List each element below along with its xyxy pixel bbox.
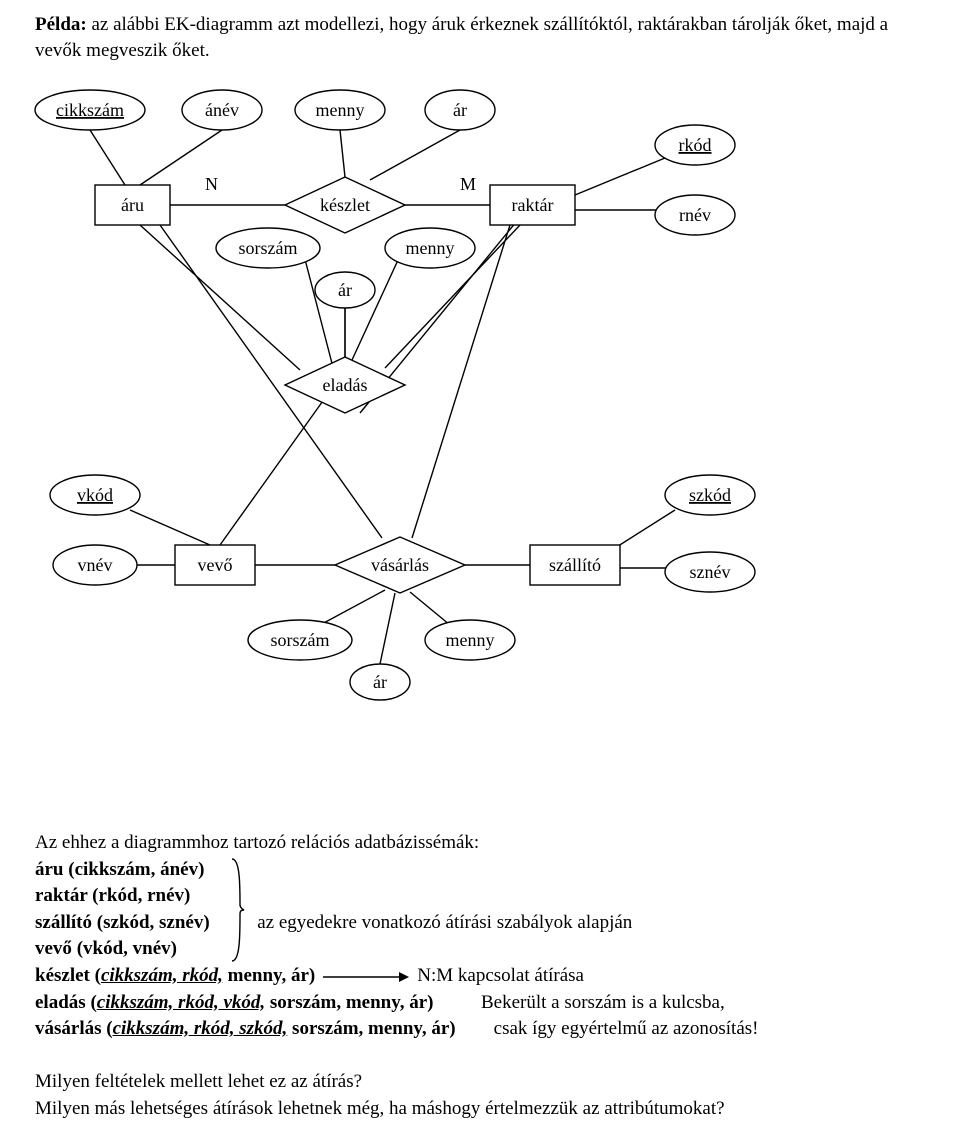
attribute-label-rkod: rkód [679, 135, 712, 155]
attribute-label-ar3: ár [373, 672, 387, 692]
edge [370, 130, 460, 180]
arrow-icon [321, 970, 411, 984]
eladas-note: Bekerült a sorszám is a kulcsba, [433, 992, 724, 1013]
schema-sig-1: (rkód, rnév) [92, 885, 190, 906]
keszlet-name: készlet [35, 965, 95, 986]
vasarlas-note: csak így egyértelmű az azonosítás! [456, 1018, 759, 1039]
schema-sig-3: (vkód, vnév) [77, 938, 177, 959]
question-2: Milyen más lehetséges átírások lehetnek … [35, 1098, 725, 1119]
er-diagram: cikkszám ánév menny ár rkód rnév sorszám menny á… [0, 0, 960, 820]
schema-sig-2: (szkód, sznév) [97, 912, 210, 933]
relationship-label-vasarlas: vásárlás [371, 555, 429, 575]
attribute-label-menny1: menny [316, 100, 365, 120]
attribute-label-anev: ánév [205, 100, 239, 120]
keszlet-keys: cikkszám, rkód, [101, 965, 223, 986]
edge [220, 398, 325, 545]
schema-keszlet: készlet (cikkszám, rkód, menny, ár)N:M k… [35, 963, 925, 990]
schema-eladas: eladás (cikkszám, rkód, vkód, sorszám, m… [35, 990, 925, 1017]
schema-sig-0: (cikkszám, ánév) [68, 859, 204, 880]
edge [340, 130, 345, 177]
question-2-row: Milyen más lehetséges átírások lehetnek … [35, 1096, 925, 1123]
entity-label-aru: áru [121, 195, 144, 215]
schema-lead-row: Az ehhez a diagrammhoz tartozó relációs … [35, 830, 925, 857]
edge [410, 592, 450, 625]
attribute-label-rnev: rnév [679, 205, 711, 225]
attribute-label-szkod: szkód [689, 485, 731, 505]
edge [412, 225, 510, 538]
spacer [35, 1043, 925, 1070]
schema-name-3: vevő [35, 938, 72, 959]
cardinality-N: N [205, 174, 218, 194]
relationship-label-keszlet: készlet [320, 195, 370, 215]
edge [615, 510, 675, 548]
attribute-label-vnev: vnév [78, 555, 113, 575]
attribute-label-sorszam1: sorszám [239, 238, 298, 258]
page-root: Példa: az alábbi EK-diagramm azt modelle… [0, 0, 960, 1051]
attribute-label-vkod: vkód [77, 485, 113, 505]
attribute-label-sznev: sznév [690, 562, 731, 582]
schema-block: Az ehhez a diagrammhoz tartozó relációs … [35, 830, 925, 1123]
attribute-label-menny3: menny [446, 630, 495, 650]
edge [130, 510, 210, 545]
attribute-label-ar1: ár [453, 100, 467, 120]
edge [575, 158, 665, 195]
schema-note-2: az egyedekre vonatkozó átírási szabályok… [210, 912, 633, 933]
edge [320, 590, 385, 625]
schema-line-3: vevő (vkód, vnév) [35, 936, 925, 963]
schema-name-1: raktár [35, 885, 87, 906]
entity-label-raktar: raktár [512, 195, 554, 215]
schema-name-0: áru [35, 859, 64, 880]
entity-label-vevo: vevő [198, 555, 233, 575]
schema-vasarlas: vásárlás (cikkszám, rkód, szkód, sorszám… [35, 1016, 925, 1043]
schema-name-2: szállító [35, 912, 92, 933]
edge [380, 593, 395, 664]
schema-line-1: raktár (rkód, rnév) [35, 883, 925, 910]
cardinality-M: M [460, 174, 476, 194]
schema-line-0: áru (cikkszám, ánév) [35, 857, 925, 884]
keszlet-note: N:M kapcsolat átírása [417, 965, 584, 986]
attribute-label-ar2: ár [338, 280, 352, 300]
attribute-label-menny2: menny [406, 238, 455, 258]
schema-lead: Az ehhez a diagrammhoz tartozó relációs … [35, 832, 479, 853]
attribute-label-sorszam2: sorszám [271, 630, 330, 650]
question-1: Milyen feltételek mellett lehet ez az át… [35, 1071, 362, 1092]
schema-line-2: szállító (szkód, sznév) az egyedekre von… [35, 910, 925, 937]
entity-label-szallito: szállító [549, 555, 601, 575]
edge [90, 130, 125, 185]
brace-icon [228, 855, 246, 965]
relationship-label-eladas: eladás [323, 375, 368, 395]
attribute-label-cikkszam: cikkszám [56, 100, 124, 120]
question-1-row: Milyen feltételek mellett lehet ez az át… [35, 1069, 925, 1096]
